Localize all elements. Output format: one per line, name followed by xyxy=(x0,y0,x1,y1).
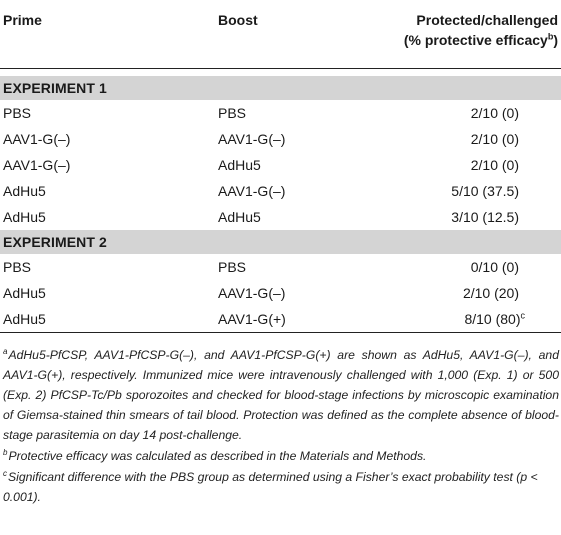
header-protected-line1: Protected/challenged xyxy=(416,12,558,28)
cell-prime: AdHu5 xyxy=(0,306,218,333)
section-experiment-2: EXPERIMENT 2 xyxy=(0,230,561,254)
cell-boost: PBS xyxy=(218,259,247,275)
footnote-text: Protective efficacy was calculated as de… xyxy=(8,449,427,463)
cell-boost: AAV1-G(–) xyxy=(218,183,286,199)
cell-boost: AAV1-G(–) xyxy=(218,131,286,147)
table-row: AAV1-G(–) AAV1-G(–) 2/10 (0) xyxy=(0,126,561,152)
cell-boost: AAV1-G(–) xyxy=(218,285,286,301)
cell-protected: 2/10 (20) xyxy=(462,285,519,301)
footnote-text: Significant difference with the PBS grou… xyxy=(3,470,538,504)
cell-protected: 2/10 (0) xyxy=(470,131,519,147)
header-protected-close: ) xyxy=(553,32,558,48)
cell-protected: 5/10 (37.5) xyxy=(451,183,519,199)
table-row: AdHu5 AAV1-G(–) 2/10 (20) xyxy=(0,280,561,306)
header-row: Prime Boost Protected/challenged (% prot… xyxy=(0,0,561,69)
table-row: PBS PBS 0/10 (0) xyxy=(0,254,561,280)
footnote-c: cSignificant difference with the PBS gro… xyxy=(3,467,559,507)
header-boost: Boost xyxy=(218,0,373,69)
table-row: AAV1-G(–) AdHu5 2/10 (0) xyxy=(0,152,561,178)
cell-protected: 0/10 (0) xyxy=(470,259,519,275)
cell-boost: PBS xyxy=(218,105,247,121)
section-experiment-1: EXPERIMENT 1 xyxy=(0,76,561,100)
footnotes: aAdHu5-PfCSP, AAV1-PfCSP-G(–), and AAV1-… xyxy=(3,345,559,508)
cell-protected-sup: c xyxy=(520,310,526,321)
cell-prime: AdHu5 xyxy=(3,285,46,301)
cell-boost: AdHu5 xyxy=(218,209,261,225)
cell-protected: 2/10 (0) xyxy=(470,157,519,173)
results-table: Prime Boost Protected/challenged (% prot… xyxy=(0,0,561,333)
header-protected: Protected/challenged (% protective effic… xyxy=(373,0,561,69)
footnote-b: bProtective efficacy was calculated as d… xyxy=(3,446,559,466)
footnote-mark: a xyxy=(3,346,8,356)
cell-protected: 2/10 (0) xyxy=(470,105,519,121)
table-row: AdHu5 AdHu5 3/10 (12.5) xyxy=(0,204,561,230)
table-row: AdHu5 AAV1-G(+) 8/10 (80)c xyxy=(0,306,561,333)
cell-protected: 8/10 (80)c xyxy=(373,306,561,333)
cell-boost: AdHu5 xyxy=(218,157,261,173)
cell-prime: AAV1-G(–) xyxy=(3,131,71,147)
header-protected-sup: b xyxy=(547,31,554,42)
cell-prime: AdHu5 xyxy=(3,183,46,199)
cell-prime: PBS xyxy=(3,259,32,275)
section-title: EXPERIMENT 1 xyxy=(0,76,561,100)
header-protected-line2: (% protective efficacy xyxy=(403,32,548,48)
footnote-mark: c xyxy=(3,468,7,478)
cell-protected-value: 8/10 (80) xyxy=(464,311,521,327)
cell-prime: PBS xyxy=(3,105,32,121)
section-title: EXPERIMENT 2 xyxy=(0,230,561,254)
footnote-a: aAdHu5-PfCSP, AAV1-PfCSP-G(–), and AAV1-… xyxy=(3,345,559,445)
cell-prime: AdHu5 xyxy=(3,209,46,225)
table-row: AdHu5 AAV1-G(–) 5/10 (37.5) xyxy=(0,178,561,204)
header-prime: Prime xyxy=(0,0,218,69)
table-row: PBS PBS 2/10 (0) xyxy=(0,100,561,126)
cell-protected: 3/10 (12.5) xyxy=(451,209,519,225)
cell-prime: AAV1-G(–) xyxy=(3,157,71,173)
footnote-mark: b xyxy=(3,447,8,457)
cell-boost: AAV1-G(+) xyxy=(218,306,373,333)
footnote-text: AdHu5-PfCSP, AAV1-PfCSP-G(–), and AAV1-P… xyxy=(3,348,559,442)
